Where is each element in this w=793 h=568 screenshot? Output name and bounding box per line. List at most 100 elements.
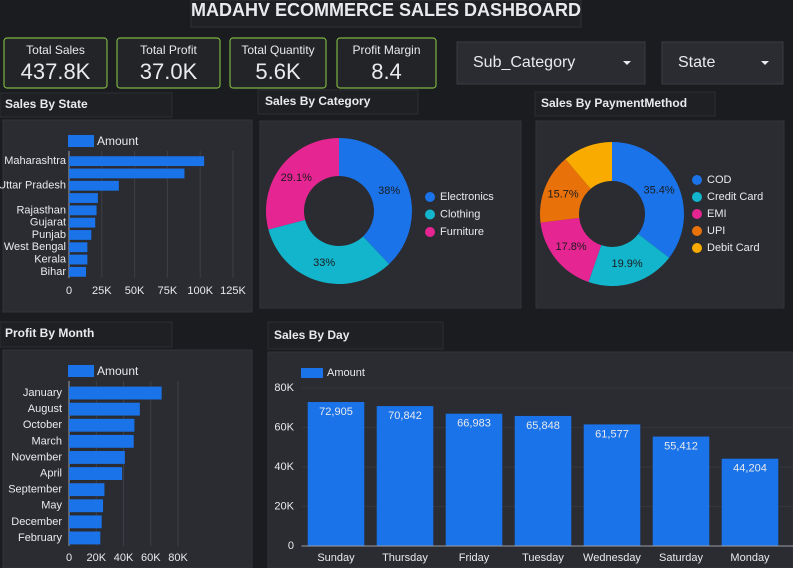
- legend-label: EMI: [707, 208, 727, 220]
- kpi-card: [3, 37, 108, 89]
- filter-dropdown[interactable]: [661, 41, 784, 85]
- bar: [69, 451, 125, 464]
- y-tick-label: January: [23, 387, 63, 399]
- y-tick-label: Bihar: [40, 266, 66, 278]
- y-tick-label: August: [28, 403, 62, 415]
- bar: [69, 402, 140, 416]
- data-label: 38%: [378, 185, 400, 197]
- y-tick-label: Uttar Pradesh: [0, 180, 66, 192]
- y-tick-label: October: [23, 419, 62, 431]
- pie-slice: [540, 217, 602, 283]
- data-label: 55,412: [664, 440, 698, 452]
- x-tick-label: 100K: [187, 285, 213, 297]
- x-tick-label: Saturday: [659, 552, 704, 564]
- title-box: [0, 92, 173, 118]
- data-label: 33%: [313, 257, 335, 269]
- y-tick-label: February: [18, 532, 63, 544]
- pie-slice: [588, 234, 670, 287]
- bar: [721, 458, 779, 546]
- y-tick-label: November: [11, 451, 62, 463]
- legend-swatch: [692, 209, 702, 219]
- legend-swatch: [425, 192, 435, 202]
- legend-label: Amount: [97, 134, 139, 148]
- bar: [69, 156, 205, 167]
- legend-swatch: [425, 209, 435, 220]
- bar: [514, 415, 572, 546]
- legend-label: COD: [707, 174, 732, 186]
- filter-dropdown[interactable]: [456, 41, 646, 85]
- data-label: 29.1%: [281, 172, 312, 184]
- bar: [69, 418, 135, 432]
- y-tick-label: September: [8, 484, 62, 496]
- bar: [376, 406, 434, 546]
- y-tick-label: Rajasthan: [16, 204, 66, 216]
- bar: [69, 180, 119, 191]
- bar: [69, 230, 92, 240]
- bar: [69, 254, 88, 265]
- kpi-label: Total Sales: [26, 43, 85, 57]
- x-tick-label: 50K: [125, 285, 145, 297]
- y-tick-label: 0: [288, 540, 294, 552]
- data-label: 19.9%: [612, 258, 643, 270]
- filter-label[interactable]: Sub_Category: [473, 54, 575, 71]
- x-tick-label: 0: [66, 285, 72, 297]
- title-box: [190, 0, 582, 28]
- y-tick-label: 20K: [274, 500, 294, 512]
- x-tick-label: Friday: [459, 552, 490, 564]
- y-tick-label: West Bengal: [4, 241, 66, 253]
- data-label: 44,204: [733, 463, 767, 475]
- kpi-card: [116, 37, 221, 89]
- legend-label: Amount: [97, 364, 139, 378]
- bar: [69, 242, 88, 253]
- filter-label[interactable]: State: [678, 54, 715, 71]
- x-tick-label: Sunday: [317, 552, 355, 564]
- x-tick-label: Monday: [730, 552, 770, 564]
- kpi-card: [229, 37, 327, 89]
- data-label: 15.7%: [548, 189, 579, 201]
- dropdown-caret[interactable]: [623, 61, 631, 65]
- dashboard-title: MADAHV ECOMMERCE SALES DASHBOARD: [191, 0, 581, 20]
- legend-swatch: [301, 368, 323, 378]
- y-tick-label: Gujarat: [30, 217, 66, 229]
- y-tick-label: March: [31, 435, 62, 447]
- legend-swatch: [68, 135, 94, 147]
- kpi-card: [336, 37, 437, 89]
- x-tick-label: 25K: [92, 285, 112, 297]
- title-box: [257, 89, 419, 115]
- kpi-value: 5.6K: [255, 59, 301, 84]
- legend-label: Credit Card: [707, 191, 763, 203]
- bar: [69, 193, 98, 203]
- x-tick-label: 60K: [141, 552, 161, 564]
- bar: [445, 413, 503, 546]
- bar: [69, 434, 134, 448]
- legend-swatch: [692, 226, 702, 236]
- kpi-value: 8.4: [371, 59, 402, 84]
- chart-title: Sales By Category: [265, 94, 371, 108]
- bar: [652, 436, 710, 546]
- bar: [69, 483, 105, 497]
- kpi-label: Total Quantity: [241, 43, 314, 57]
- kpi-value: 437.8K: [21, 59, 91, 84]
- data-label: 17.8%: [556, 241, 587, 253]
- data-label: 72,905: [319, 406, 353, 418]
- panel: [2, 349, 253, 568]
- pie-slice: [339, 138, 412, 265]
- kpi-value: 37.0K: [140, 59, 198, 84]
- bar: [583, 424, 641, 546]
- dropdown-caret[interactable]: [761, 61, 769, 65]
- bar: [69, 515, 102, 529]
- y-tick-label: April: [40, 467, 62, 479]
- legend-label: Debit Card: [707, 242, 760, 254]
- legend-label: Electronics: [440, 191, 494, 203]
- y-tick-label: 60K: [274, 421, 294, 433]
- y-tick-label: Maharashtra: [4, 155, 67, 167]
- bar: [69, 205, 97, 216]
- chart-title: Sales By Day: [274, 328, 350, 342]
- bar: [307, 402, 365, 546]
- x-tick-label: 75K: [158, 285, 178, 297]
- x-tick-label: 40K: [114, 552, 134, 564]
- legend-swatch: [692, 175, 702, 185]
- chart-title: Sales By PaymentMethod: [541, 96, 687, 110]
- pie-slice: [266, 138, 339, 230]
